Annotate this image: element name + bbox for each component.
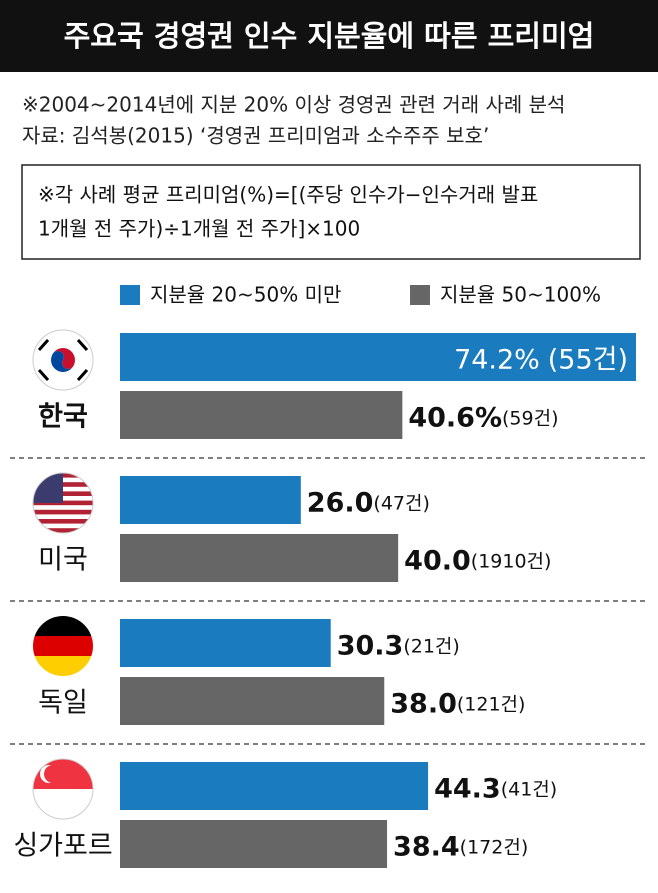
count-label: (172건) [460, 837, 529, 859]
legend-label: 지분율 20~50% 미만 [150, 283, 341, 307]
count-label: (41건) [501, 779, 557, 801]
subtitle: 자료: 김석봉(2015) ‘경영권 프리미엄과 소수주주 보호’ [22, 124, 489, 148]
count-label: (1910건) [471, 551, 552, 573]
flag-germany [33, 616, 93, 676]
note: ※각 사례 평균 프리미엄(%)=[(주당 인수가−인수거래 발표 [38, 183, 538, 207]
legend-swatch [410, 285, 430, 305]
count-label: (47건) [373, 493, 429, 515]
value-label: 38.0 [390, 689, 457, 720]
flag-korea [32, 329, 94, 391]
category-label: 한국 [38, 402, 88, 433]
category-label: 미국 [38, 545, 88, 576]
bar [120, 534, 399, 582]
title-bar [0, 0, 658, 72]
value-label: 26.0 [307, 488, 374, 519]
value-label: 38.4 [393, 832, 460, 863]
bar [120, 391, 403, 439]
count-label: (55건) [548, 345, 628, 376]
bar [120, 333, 636, 381]
bar [120, 476, 301, 524]
category-label: 독일 [38, 688, 88, 719]
count-label: (59건) [502, 408, 558, 430]
chart-title: 주요국 경영권 인수 지분율에 따른 프리미엄 [64, 19, 595, 53]
bar [120, 762, 429, 810]
bar [120, 820, 388, 868]
value-label: 74.2% [454, 345, 540, 376]
legend-label: 지분율 50~100% [440, 283, 601, 307]
value-label: 44.3 [434, 774, 501, 805]
legend-swatch [120, 285, 140, 305]
note-box [21, 164, 641, 260]
value-label: 30.3 [337, 631, 404, 662]
subtitle: ※2004~2014년에 지분 20% 이상 경영권 관련 거래 사례 분석 [22, 93, 565, 117]
count-label: (121건) [457, 694, 526, 716]
category-label: 싱가포르 [13, 831, 112, 862]
flag-singapore [32, 758, 94, 820]
flag-usa [32, 472, 94, 534]
count-label: (21건) [403, 636, 459, 658]
note: 1개월 전 주가)÷1개월 전 주가]×100 [38, 217, 360, 241]
bar [120, 619, 331, 667]
bar [120, 677, 385, 725]
value-label: 40.0 [404, 546, 471, 577]
value-label: 40.6% [408, 403, 502, 434]
